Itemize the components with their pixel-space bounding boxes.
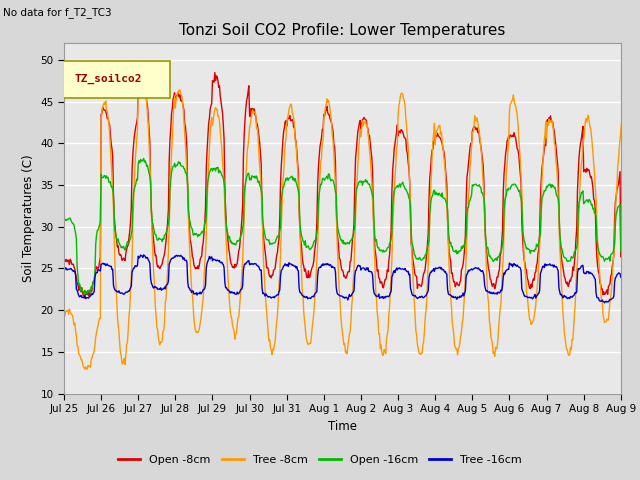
Text: TZ_soilco2: TZ_soilco2 [74,74,141,84]
Legend: Open -8cm, Tree -8cm, Open -16cm, Tree -16cm: Open -8cm, Tree -8cm, Open -16cm, Tree -… [113,451,527,469]
FancyBboxPatch shape [61,61,170,97]
Title: Tonzi Soil CO2 Profile: Lower Temperatures: Tonzi Soil CO2 Profile: Lower Temperatur… [179,23,506,38]
X-axis label: Time: Time [328,420,357,432]
Y-axis label: Soil Temperatures (C): Soil Temperatures (C) [22,155,35,282]
Text: No data for f_T2_TC3: No data for f_T2_TC3 [3,7,112,18]
